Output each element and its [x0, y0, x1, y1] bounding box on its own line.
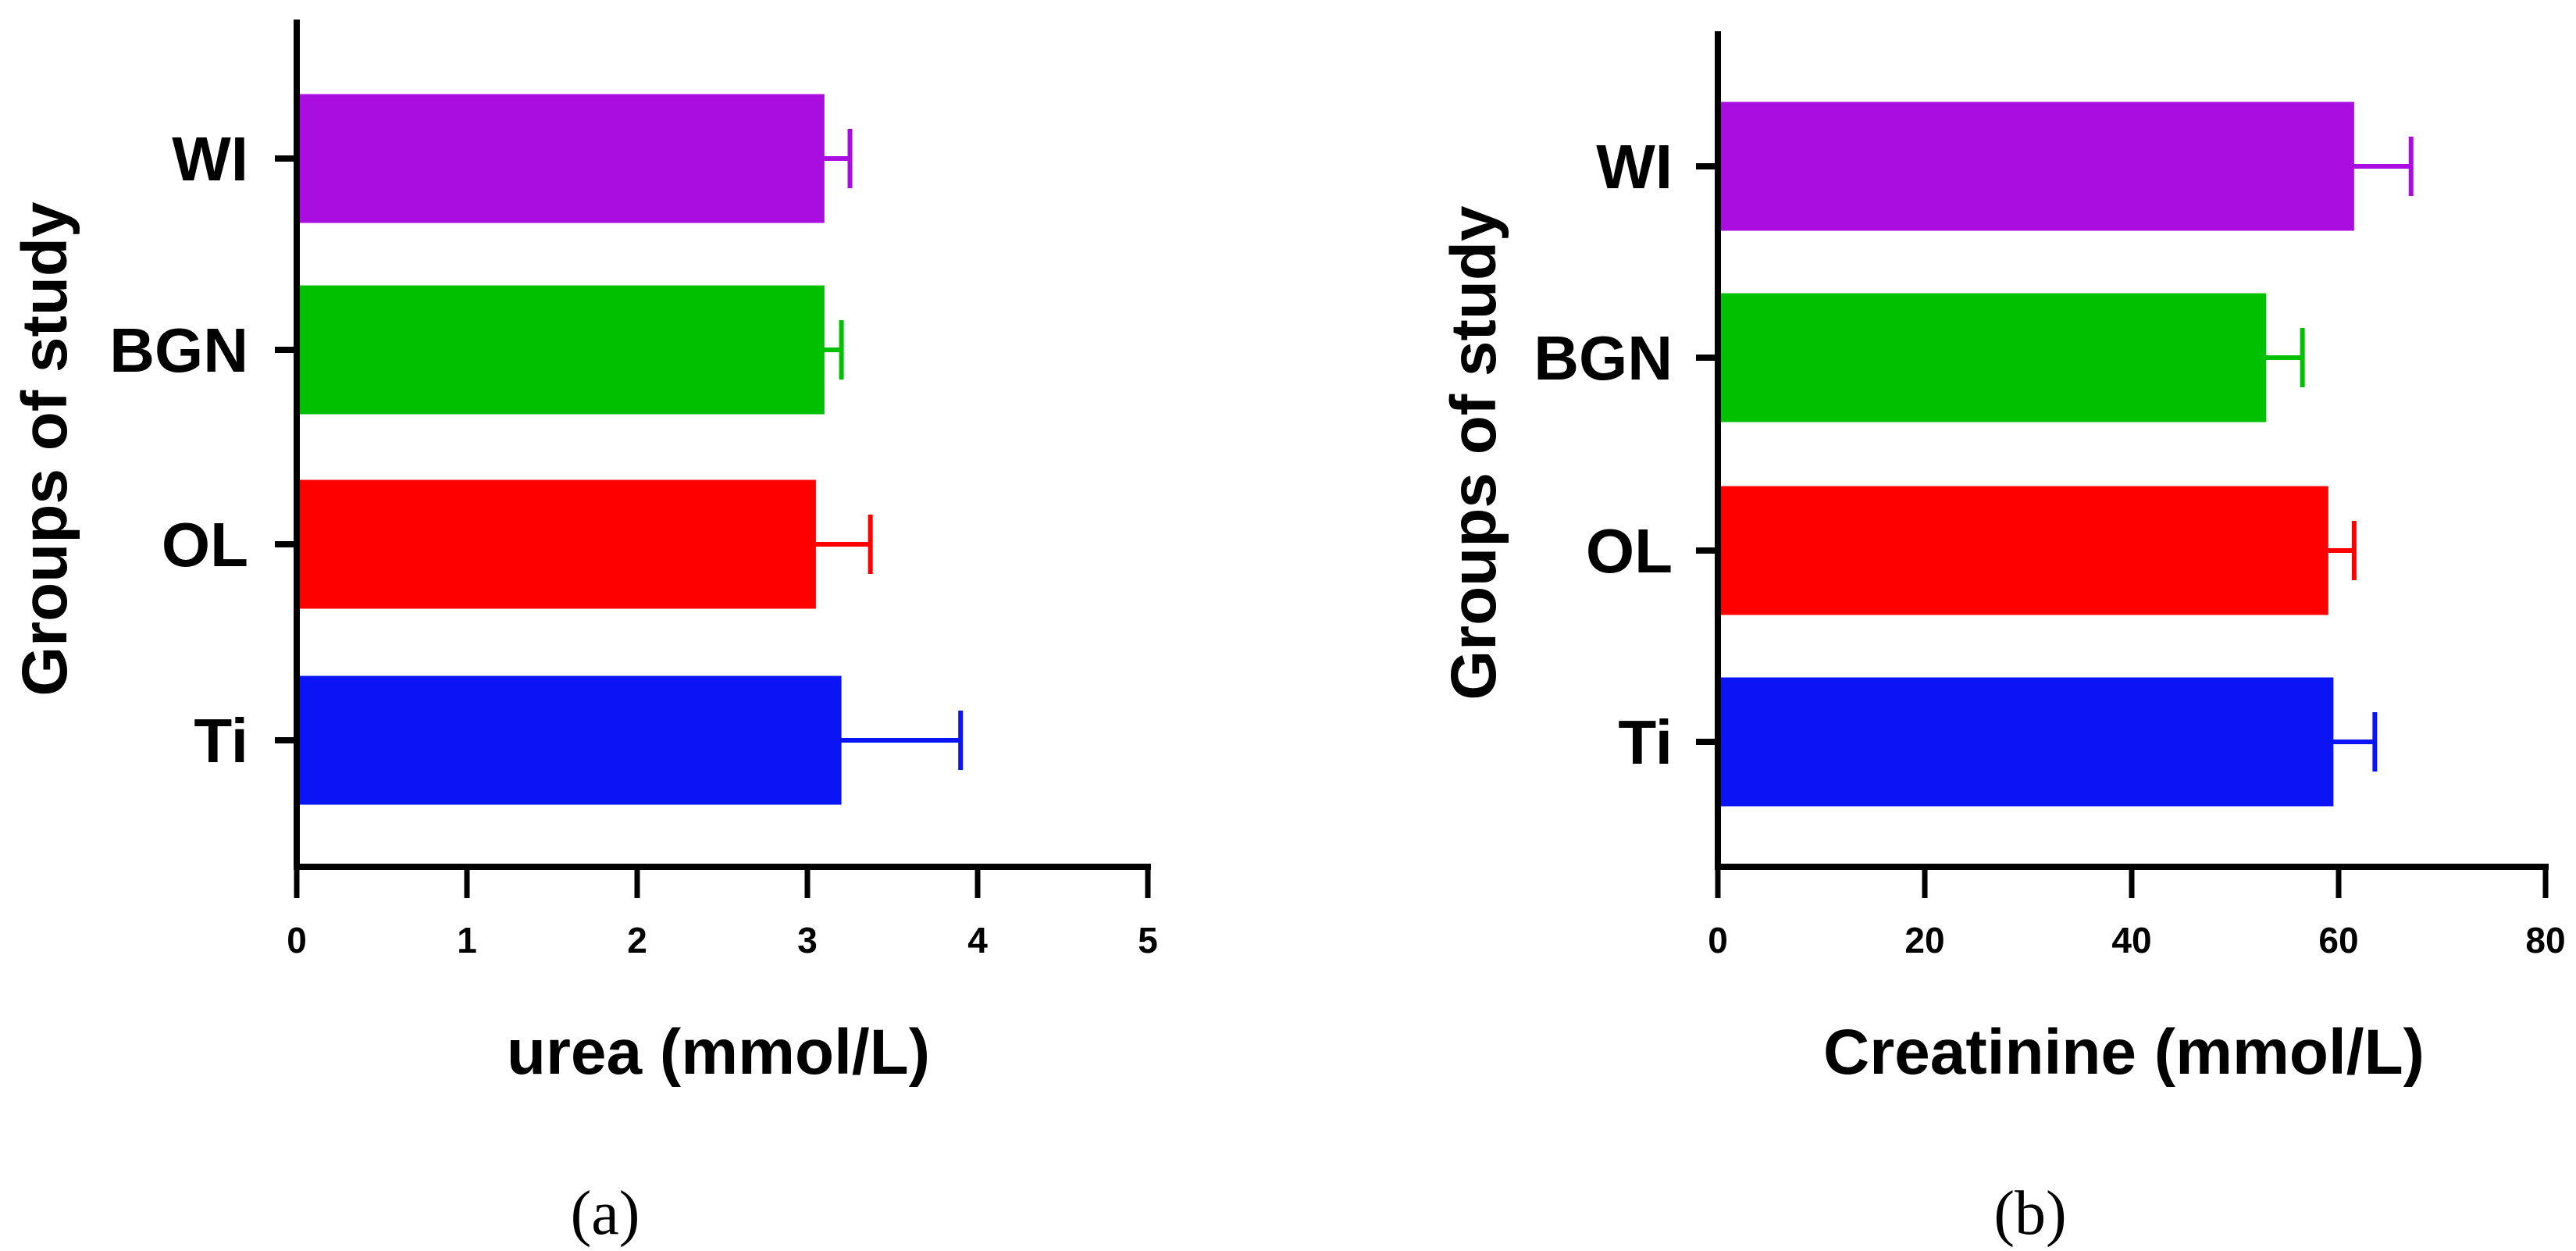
bar-ol: [297, 479, 816, 609]
category-label: WI: [1596, 132, 1673, 201]
panel-label: (a): [571, 1179, 640, 1248]
x-tick-label: 5: [1138, 920, 1158, 961]
category-label: WI: [172, 124, 248, 194]
bar-wi: [297, 94, 825, 223]
category-label: OL: [1586, 516, 1673, 586]
x-tick-label: 0: [1708, 920, 1728, 961]
panel-a: WI BGN OL Ti 0 1 2 3 4 5 urea (mmol/L) Groups of st…: [9, 20, 1158, 1248]
x-tick-label: 20: [1904, 920, 1944, 961]
x-tick-label: 0: [287, 920, 307, 961]
category-label: Ti: [1618, 707, 1673, 777]
category-label: Ti: [194, 706, 248, 775]
y-axis-title: Groups of study: [1438, 205, 1509, 700]
panel-b: WI BGN OL Ti 0 20 40 60 80 Creatinine (mmol/L) Gro…: [1438, 31, 2566, 1248]
x-tick-label: 3: [797, 920, 818, 961]
bar-bgn: [297, 285, 825, 415]
panel-label: (b): [1993, 1179, 2066, 1248]
category-label: BGN: [109, 315, 248, 385]
bar-ti: [297, 675, 842, 805]
x-tick-label: 80: [2525, 920, 2565, 961]
bar-ti: [1718, 677, 2334, 807]
x-tick-label: 4: [967, 920, 988, 961]
x-tick-label: 60: [2318, 920, 2358, 961]
x-tick-label: 40: [2111, 920, 2151, 961]
x-axis-title: Creatinine (mmol/L): [1823, 1017, 2425, 1088]
x-tick-label: 2: [627, 920, 647, 961]
y-axis-title: Groups of study: [9, 201, 80, 697]
category-label: BGN: [1534, 323, 1673, 393]
category-label: OL: [162, 510, 248, 579]
bar-bgn: [1718, 293, 2267, 422]
bar-wi: [1718, 102, 2354, 231]
x-tick-label: 1: [457, 920, 477, 961]
bar-ol: [1718, 486, 2328, 615]
x-axis-title: urea (mmol/L): [507, 1017, 930, 1088]
